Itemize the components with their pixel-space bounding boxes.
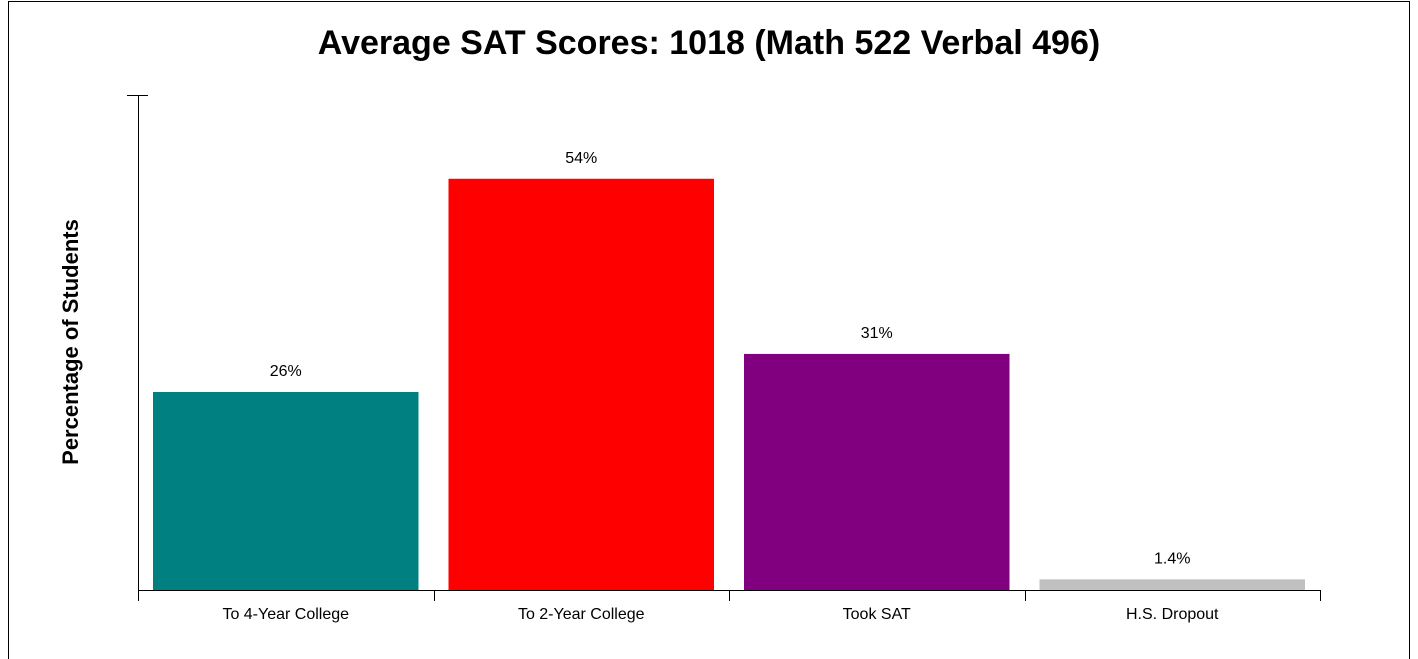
value-label: 31% [861,325,893,342]
value-label: 26% [270,363,302,380]
y-axis-label: Percentage of Students [58,219,83,465]
x-tick-label: H.S. Dropout [1126,606,1219,623]
x-tick-label: To 2-Year College [518,606,645,623]
x-tick-label: Took SAT [843,606,911,623]
bar [1039,579,1305,590]
value-label: 1.4% [1154,551,1190,568]
chart-frame [8,1,1410,659]
bar [448,178,714,590]
value-label: 54% [565,150,597,167]
x-tick-label: To 4-Year College [222,606,349,623]
bar [153,392,419,590]
bar [744,353,1010,590]
chart-title: Average SAT Scores: 1018 (Math 522 Verba… [318,24,1100,62]
